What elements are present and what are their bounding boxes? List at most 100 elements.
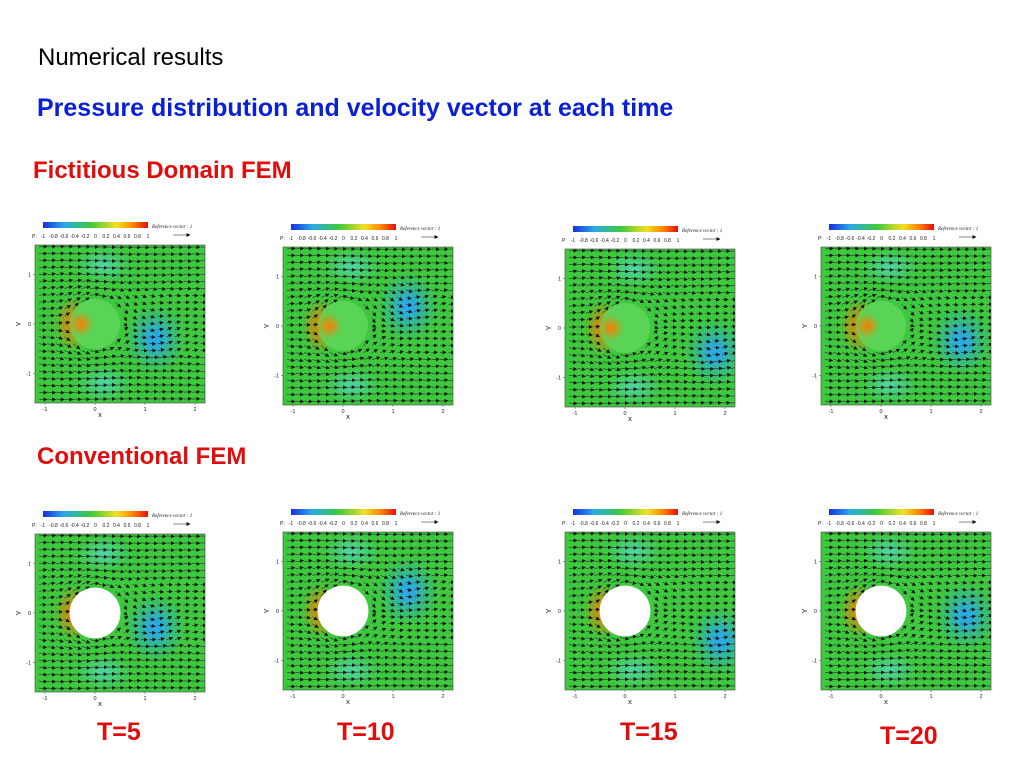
colorbar-tick: -0.2 xyxy=(329,236,338,242)
colorbar-tick: 0 xyxy=(624,521,627,527)
colorbar-tick: -0.6 xyxy=(846,521,855,527)
reference-vector-label: Reference vector : 1 xyxy=(681,512,722,517)
colorbar-tick: 0.2 xyxy=(889,236,896,242)
y-axis-label: Y xyxy=(545,325,553,330)
colorbar-tick: 1 xyxy=(933,236,936,242)
x-axis-label: x xyxy=(884,412,888,420)
x-axis-label: x xyxy=(98,410,102,418)
panel-fd-t15: P: -1 -0.8 -0.6 -0.4 -0.2 0 0.2 0.4 0.6 0.8 1 Refere… xyxy=(545,222,745,422)
colorbar-tick: -0.2 xyxy=(81,523,90,529)
colorbar-tick: 1 xyxy=(677,238,680,244)
time-label-t20: T=20 xyxy=(880,722,938,750)
x-tick-label: 1 xyxy=(929,694,932,700)
cylinder-fictitious xyxy=(318,301,368,351)
colorbar-tick: -1 xyxy=(41,234,46,240)
flow-field-plot: P: -1 -0.8 -0.6 -0.4 -0.2 0 0.2 0.4 0.6 0.8 1Refere… xyxy=(801,509,992,705)
colorbar-tick: 0.8 xyxy=(382,521,389,527)
colorbar-tick: -0.8 xyxy=(49,234,58,240)
colorbar-tick: -0.8 xyxy=(49,523,58,529)
colorbar-label: P: xyxy=(562,521,567,527)
colorbar-tick: -1 xyxy=(289,236,294,242)
velocity-vectors xyxy=(286,532,453,689)
y-tick-label: 1 xyxy=(814,275,817,281)
velocity-vectors xyxy=(568,249,735,406)
colorbar-tick: -0.8 xyxy=(579,238,588,244)
velocity-vectors xyxy=(824,532,991,689)
x-tick-label: 1 xyxy=(143,407,146,413)
colorbar xyxy=(573,509,678,515)
colorbar-tick: -0.2 xyxy=(611,238,620,244)
section-title-conventional: Conventional FEM xyxy=(37,443,247,470)
colorbar-tick: 1 xyxy=(147,523,150,529)
colorbar-tick: -0.6 xyxy=(60,523,69,529)
x-tick-label: 0 xyxy=(879,694,882,700)
x-tick-label: -1 xyxy=(291,694,296,700)
colorbar-tick: 0.4 xyxy=(113,523,120,529)
flow-field-plot: P: -1 -0.8 -0.6 -0.4 -0.2 0 0.2 0.4 0.6 0.8 1Refere… xyxy=(263,509,454,705)
cylinder-hole xyxy=(599,585,651,637)
colorbar-tick: -0.6 xyxy=(590,521,599,527)
cylinder-fictitious xyxy=(856,301,906,351)
y-tick-label: -1 xyxy=(556,658,561,664)
velocity-vectors xyxy=(824,247,991,404)
cylinder-fictitious xyxy=(70,299,120,349)
colorbar-tick: -0.2 xyxy=(867,236,876,242)
colorbar-tick: 1 xyxy=(933,521,936,527)
colorbar-tick: 0.8 xyxy=(920,521,927,527)
x-tick-label: 0 xyxy=(623,694,626,700)
flow-field-plot: P: -1 -0.8 -0.6 -0.4 -0.2 0 0.2 0.4 0.6 0.8 1Refere… xyxy=(545,509,736,705)
colorbar-tick: -1 xyxy=(827,236,832,242)
colorbar-tick: 0.8 xyxy=(134,234,141,240)
colorbar-tick: 0.6 xyxy=(654,521,661,527)
panel-fd-t20: P: -1 -0.8 -0.6 -0.4 -0.2 0 0.2 0.4 0.6 0.8 1 Refere… xyxy=(801,220,1001,420)
y-tick-label: 0 xyxy=(276,324,279,330)
time-label-t15: T=15 xyxy=(620,718,678,746)
y-tick-label: -1 xyxy=(556,375,561,381)
velocity-vectors xyxy=(286,247,453,404)
reference-vector-label: Reference vector : 1 xyxy=(151,225,192,230)
colorbar-tick: -0.6 xyxy=(308,236,317,242)
cylinder-hole xyxy=(317,585,369,637)
y-axis-label: Y xyxy=(801,323,809,328)
colorbar-tick: 0.2 xyxy=(103,523,110,529)
colorbar-tick: -0.2 xyxy=(329,521,338,527)
colorbar xyxy=(291,224,396,230)
colorbar-tick: -0.4 xyxy=(856,521,865,527)
colorbar xyxy=(43,222,148,228)
colorbar-tick: 0.8 xyxy=(664,238,671,244)
x-axis-label: x xyxy=(98,699,102,707)
y-tick-label: -1 xyxy=(274,658,279,664)
y-axis-label: Y xyxy=(15,321,23,326)
reference-vector-label: Reference vector : 1 xyxy=(937,227,978,232)
colorbar-tick: 0.8 xyxy=(920,236,927,242)
y-tick-label: 0 xyxy=(558,326,561,332)
colorbar-tick: 0.6 xyxy=(124,234,131,240)
velocity-vectors xyxy=(38,534,205,691)
y-tick-label: -1 xyxy=(26,371,31,377)
x-tick-label: -1 xyxy=(43,407,48,413)
y-axis-label: Y xyxy=(263,323,271,328)
colorbar-tick: 1 xyxy=(395,521,398,527)
x-axis-label: x xyxy=(628,697,632,705)
y-tick-label: 1 xyxy=(558,560,561,566)
x-tick-label: 0 xyxy=(93,696,96,702)
colorbar-tick: 0 xyxy=(94,234,97,240)
y-axis-label: Y xyxy=(15,610,23,615)
colorbar-label: P: xyxy=(818,521,823,527)
y-tick-label: 0 xyxy=(276,609,279,615)
y-axis-label: Y xyxy=(545,608,553,613)
colorbar-label: P: xyxy=(818,236,823,242)
x-tick-label: 2 xyxy=(441,694,444,700)
colorbar-tick: -0.4 xyxy=(318,521,327,527)
colorbar xyxy=(43,511,148,517)
colorbar-tick: 0.6 xyxy=(910,521,917,527)
colorbar-tick: 1 xyxy=(395,236,398,242)
x-tick-label: 2 xyxy=(441,409,444,415)
panel-fd-t10: P: -1 -0.8 -0.6 -0.4 -0.2 0 0.2 0.4 0.6 0.8 1 Refere… xyxy=(263,220,463,420)
colorbar xyxy=(829,224,934,230)
reference-vector-label: Reference vector : 1 xyxy=(399,227,440,232)
x-tick-label: 1 xyxy=(391,694,394,700)
y-axis-label: Y xyxy=(263,608,271,613)
x-tick-label: 1 xyxy=(391,409,394,415)
reference-vector-label: Reference vector : 1 xyxy=(399,512,440,517)
